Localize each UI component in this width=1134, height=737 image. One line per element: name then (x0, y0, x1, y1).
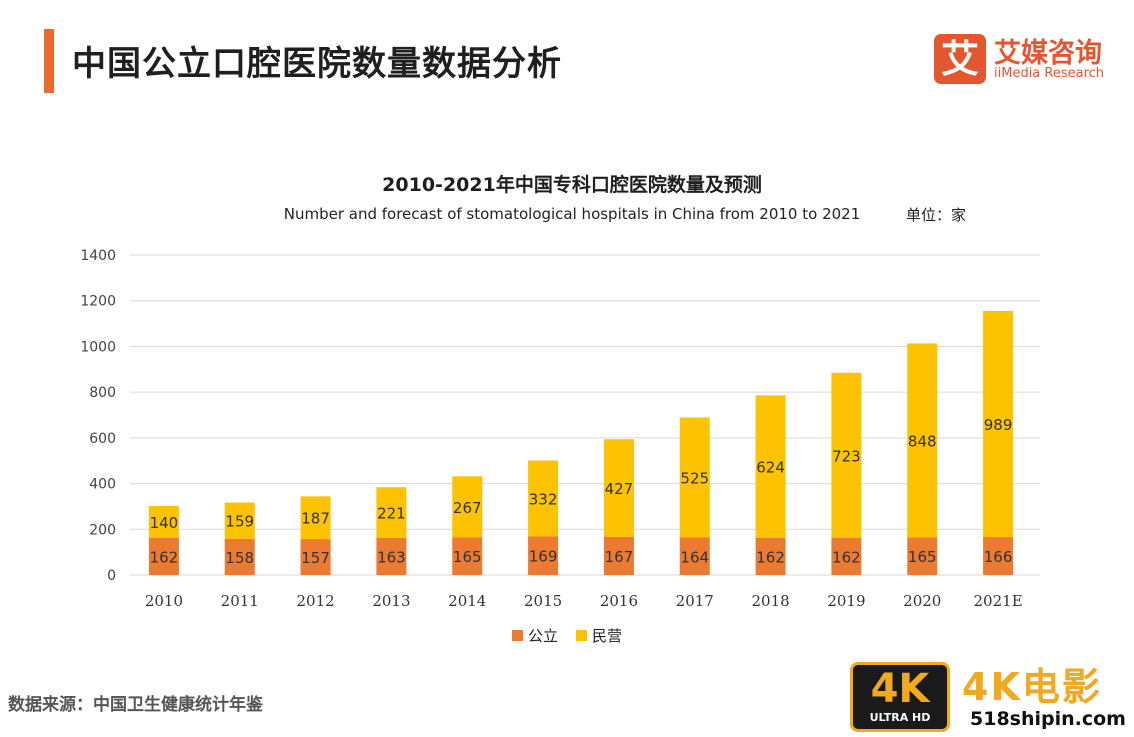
x-tick-label: 2021E (974, 592, 1023, 610)
legend-label-public: 公立 (528, 627, 559, 645)
bar-public (224, 538, 255, 575)
bar-private (528, 460, 559, 537)
bar-public (452, 537, 483, 575)
x-tick-label: 2018 (751, 592, 789, 610)
bar-private (983, 311, 1014, 538)
bar-private (831, 372, 862, 538)
legend-item-private: 民营 (576, 625, 622, 646)
logo-name-en: iiMedia Research (994, 66, 1105, 81)
watermark-url: 518shipin.com (970, 708, 1126, 730)
data-label-public: 158 (225, 549, 254, 567)
legend-swatch-private (576, 630, 588, 641)
chart-legend: 公立 民营 (512, 625, 622, 646)
watermark-badge-small: ULTRA HD (869, 711, 931, 724)
y-tick-label: 600 (89, 431, 116, 447)
data-label-public: 162 (832, 548, 861, 566)
data-label-private: 187 (301, 510, 330, 528)
data-label-private: 140 (150, 514, 179, 532)
x-tick-label: 2016 (600, 592, 638, 610)
data-source: 数据来源：中国卫生健康统计年鉴 (8, 695, 263, 715)
x-tick-label: 2015 (524, 592, 562, 610)
bar-public (755, 537, 786, 575)
data-label-public: 166 (984, 548, 1013, 566)
watermark-badge: 4K ULTRA HD (850, 662, 950, 732)
y-tick-label: 400 (89, 477, 116, 493)
data-label-private: 267 (453, 499, 482, 517)
watermark-badge-big: 4K (870, 666, 930, 712)
page-title: 中国公立口腔医院数量数据分析 (72, 44, 562, 84)
bar-public (528, 536, 559, 575)
x-tick-label: 2014 (448, 592, 486, 610)
bar-public (603, 536, 634, 575)
chart-subtitle: Number and forecast of stomatological ho… (283, 205, 861, 223)
logo-name-cn: 艾媒咨询 (994, 38, 1102, 69)
data-label-private: 221 (377, 504, 406, 522)
legend-swatch-public (512, 630, 523, 641)
unit-label: 单位：家 (906, 206, 967, 224)
bar-public (376, 537, 407, 575)
bar-public (148, 537, 179, 575)
x-tick-label: 2017 (676, 592, 714, 610)
bar-private (679, 417, 710, 538)
data-label-private: 723 (832, 447, 861, 465)
data-label-public: 165 (453, 548, 482, 566)
x-tick-label: 2019 (827, 592, 865, 610)
data-label-public: 162 (756, 548, 785, 566)
bar-private (907, 343, 938, 538)
iimedia-logo: 艾 艾媒咨询 iiMedia Research (934, 34, 1124, 86)
legend-item-public: 公立 (512, 625, 558, 646)
y-tick-label: 1000 (80, 339, 116, 355)
data-label-public: 167 (605, 548, 634, 566)
logo-mark-icon: 艾 (934, 34, 986, 84)
bar-public (831, 537, 862, 575)
data-label-private: 624 (756, 459, 785, 477)
chart-title: 2010-2021年中国专科口腔医院数量及预测 (382, 174, 762, 196)
x-tick-label: 2013 (372, 592, 410, 610)
data-label-private: 525 (680, 470, 709, 488)
x-tick-label: 2010 (145, 592, 183, 610)
bar-private (452, 476, 483, 538)
y-tick-label: 200 (89, 522, 116, 538)
legend-label-private: 民营 (592, 627, 623, 645)
x-tick-label: 2011 (221, 592, 259, 610)
data-label-private: 848 (908, 432, 937, 450)
y-tick-label: 0 (107, 568, 116, 584)
data-label-private: 332 (529, 490, 558, 508)
bar-private (376, 487, 407, 538)
bar-private (148, 505, 179, 538)
data-label-public: 157 (301, 549, 330, 567)
y-tick-label: 1200 (80, 294, 116, 310)
data-label-private: 159 (225, 513, 254, 531)
bar-public (679, 537, 710, 575)
y-tick-label: 800 (89, 385, 116, 401)
data-label-public: 163 (377, 548, 406, 566)
data-label-private: 427 (605, 480, 634, 498)
bar-private (224, 502, 255, 539)
bar-private (755, 395, 786, 538)
y-tick-label: 1400 (80, 248, 116, 264)
bar-public (300, 539, 331, 575)
x-tick-label: 2012 (296, 592, 334, 610)
watermark-text: 4K电影 (962, 665, 1102, 709)
x-tick-label: 2020 (903, 592, 941, 610)
data-label-public: 162 (150, 548, 179, 566)
bar-public (983, 537, 1014, 575)
bar-private (300, 496, 331, 540)
data-label-public: 169 (529, 548, 558, 566)
data-label-private: 989 (984, 416, 1013, 434)
title-accent-bar (44, 29, 54, 93)
bar-private (603, 439, 634, 537)
data-label-public: 164 (680, 548, 709, 566)
data-label-public: 165 (908, 548, 937, 566)
bar-public (907, 537, 938, 575)
